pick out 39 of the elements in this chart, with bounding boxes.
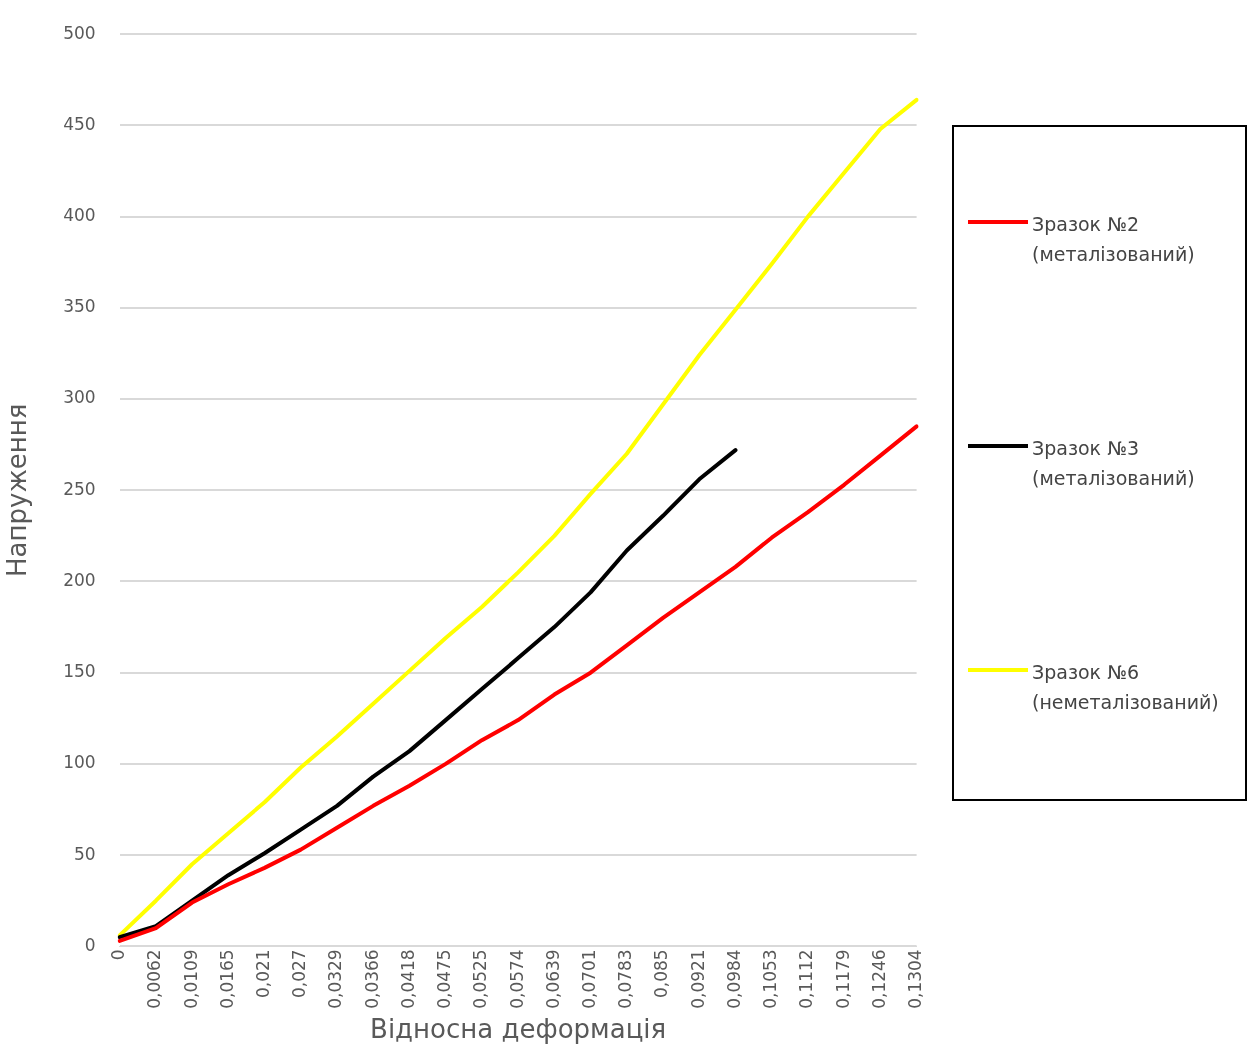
y-tick-label: 450	[63, 113, 96, 134]
x-tick-label: 0,0639	[542, 949, 563, 1009]
y-tick-label: 50	[74, 843, 96, 864]
x-tick-label: 0,085	[651, 949, 672, 998]
x-tick-label: 0,027	[289, 949, 310, 998]
x-tick-label: 0,0921	[687, 949, 708, 1009]
x-tick-label: 0,1246	[868, 949, 889, 1009]
x-tick-label: 0	[108, 949, 129, 961]
x-tick-label: 0,0418	[397, 949, 418, 1009]
x-tick-label: 0,0475	[434, 949, 455, 1009]
x-tick-label: 0,0701	[579, 949, 599, 1009]
y-tick-label: 300	[63, 387, 96, 408]
x-tick-label: 0,021	[252, 949, 273, 998]
x-tick-label: 0,0165	[216, 949, 237, 1009]
x-axis-title: Відносна деформація	[370, 1014, 667, 1045]
x-tick-label: 0,1112	[796, 949, 817, 1009]
legend-label: Зразок №6 (неметалізований)	[1032, 660, 1220, 715]
x-tick-label: 0,0783	[615, 949, 636, 1009]
x-tick-label: 0,0984	[723, 949, 744, 1009]
x-tick-label: 0,1053	[760, 949, 781, 1009]
y-tick-label: 400	[63, 205, 96, 226]
y-axis-title: Напруження	[2, 403, 33, 577]
y-tick-label: 500	[63, 22, 96, 43]
y-tick-label: 0	[84, 934, 96, 955]
y-tick-label: 250	[63, 478, 96, 499]
y-tick-label: 150	[63, 661, 96, 682]
x-tick-label: 0,1179	[832, 949, 853, 1009]
x-tick-label: 0,0109	[180, 949, 201, 1009]
x-tick-label: 0,0366	[361, 949, 382, 1009]
y-tick-label: 350	[63, 296, 96, 317]
y-tick-label: 200	[63, 569, 96, 590]
legend-label: Зразок №3 (металізований)	[1032, 436, 1196, 491]
legend-label: Зразок №2 (металізований)	[1032, 212, 1196, 267]
x-tick-label: 0,0062	[144, 949, 165, 1009]
x-tick-label: 0,0574	[506, 949, 527, 1009]
x-tick-label: 0,0525	[470, 949, 491, 1009]
y-tick-label: 100	[63, 752, 96, 773]
x-tick-label: 0,0329	[325, 949, 346, 1009]
x-tick-label: 0,1304	[905, 949, 926, 1009]
